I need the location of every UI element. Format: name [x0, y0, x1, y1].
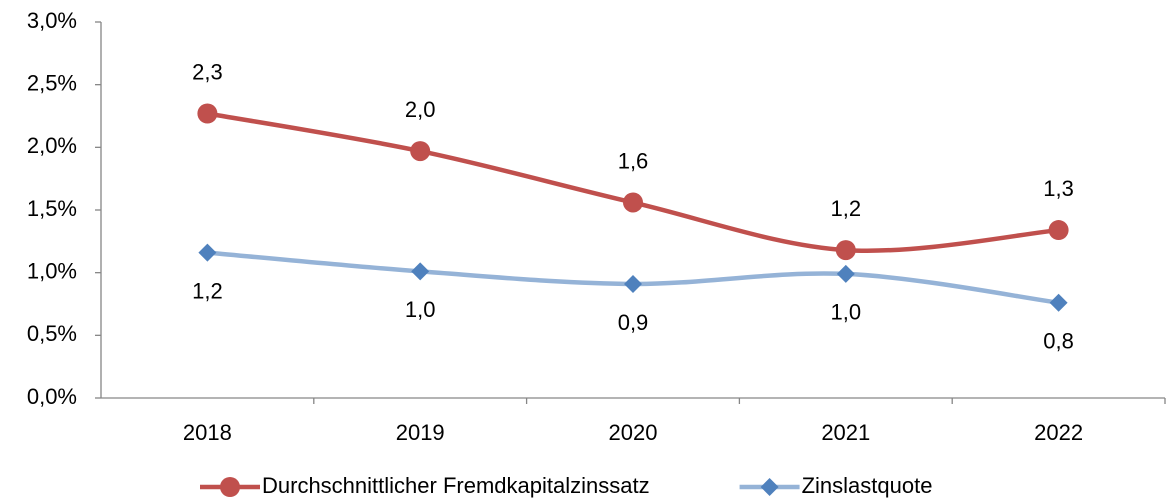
- data-label: 0,8: [1043, 329, 1074, 354]
- y-tick-label: 1,5%: [27, 196, 77, 221]
- data-point: [198, 243, 217, 262]
- data-label: 1,2: [831, 196, 862, 221]
- data-point: [410, 141, 431, 162]
- series-line: [207, 111, 1059, 253]
- data-point: [197, 103, 218, 124]
- y-tick-label: 0,5%: [27, 321, 77, 346]
- y-tick-label: 2,5%: [27, 70, 77, 95]
- data-point: [836, 264, 855, 283]
- data-label: 1,6: [618, 148, 649, 173]
- data-label: 1,2: [192, 278, 223, 303]
- y-tick-label: 0,0%: [27, 384, 77, 409]
- x-tick-label: 2021: [821, 420, 870, 445]
- x-tick-label: 2018: [183, 420, 232, 445]
- legend-label: Zinslastquote: [802, 473, 933, 498]
- legend-marker: [220, 477, 240, 497]
- legend-label: Durchschnittlicher Fremdkapitalzinssatz: [262, 473, 650, 498]
- y-tick-label: 2,0%: [27, 133, 77, 158]
- data-point: [411, 262, 430, 281]
- data-point: [623, 192, 643, 213]
- data-label: 0,9: [618, 310, 649, 335]
- data-point: [835, 240, 856, 261]
- x-tick-label: 2022: [1034, 420, 1083, 445]
- y-tick-label: 1,0%: [27, 258, 77, 283]
- data-label: 1,0: [831, 300, 862, 325]
- data-label: 2,0: [405, 97, 436, 122]
- legend-marker: [760, 478, 779, 496]
- y-tick-label: 3,0%: [27, 8, 77, 33]
- x-tick-label: 2019: [396, 420, 445, 445]
- data-label: 1,3: [1043, 176, 1074, 201]
- data-point: [1048, 220, 1069, 241]
- data-label: 1,0: [405, 297, 436, 322]
- data-point: [1049, 293, 1068, 312]
- x-tick-label: 2020: [609, 420, 658, 445]
- data-point: [624, 274, 642, 293]
- data-label: 2,3: [192, 59, 223, 84]
